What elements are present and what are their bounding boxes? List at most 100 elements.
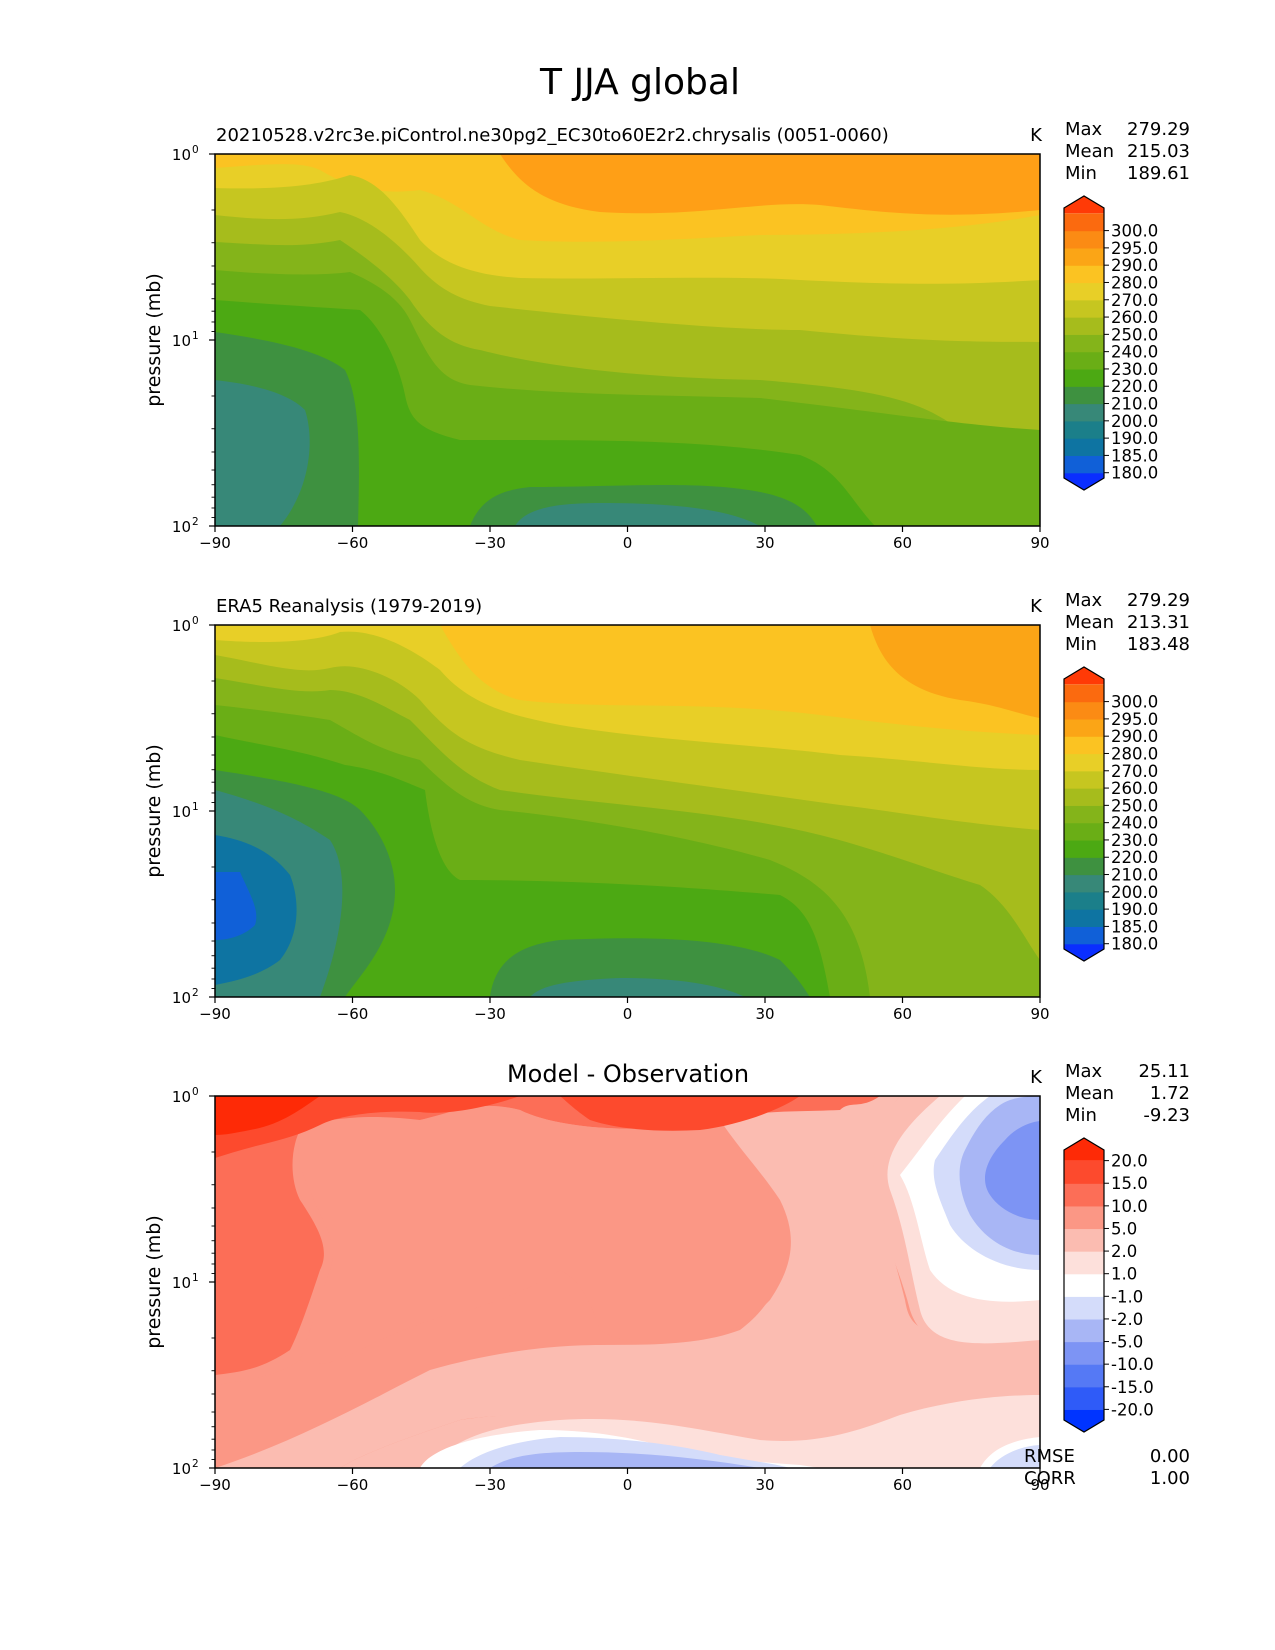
- stat-max-value: 25.11: [1138, 1061, 1190, 1082]
- colorbar-swatch: [1064, 247, 1104, 266]
- colorbar-swatch: [1064, 1386, 1104, 1410]
- y-tick-exponent: 0: [192, 1086, 199, 1098]
- colorbar-swatch: [1064, 1296, 1104, 1320]
- colorbar-tick-label: 190.0: [1111, 429, 1158, 448]
- colorbar-tick-label: 260.0: [1111, 308, 1158, 327]
- stat-min-value: 183.48: [1127, 634, 1190, 655]
- colorbar-swatch: [1064, 1273, 1104, 1297]
- colorbar-tick-label: 220.0: [1111, 848, 1158, 867]
- colorbar-swatch: [1064, 909, 1104, 928]
- colorbar-tick-label: 295.0: [1111, 710, 1158, 729]
- stat-rmse-value: 0.00: [1150, 1446, 1190, 1467]
- y-tick-exponent: 2: [192, 516, 199, 528]
- colorbar-swatch: [1064, 351, 1104, 370]
- y-tick-label: 10: [172, 518, 191, 536]
- colorbar-tick-label: 180.0: [1111, 935, 1158, 954]
- y-tick-exponent: 1: [192, 330, 199, 342]
- colorbar-tick-label: 180.0: [1111, 464, 1158, 483]
- colorbar-swatch: [1064, 753, 1104, 772]
- colorbar-outline: [1063, 666, 1105, 962]
- colorbar-tick-label: 220.0: [1111, 377, 1158, 396]
- contour-band: [215, 300, 875, 526]
- colorbar-swatch: [1064, 265, 1104, 284]
- contour-field-obs: [215, 625, 1040, 997]
- colorbar-tick-label: 290.0: [1111, 727, 1158, 746]
- stat-mean-value: 213.31: [1127, 612, 1190, 633]
- colorbar-swatch: [1064, 874, 1104, 893]
- x-tick-label: 60: [893, 534, 912, 552]
- stat-max-label: Max: [1065, 1061, 1103, 1082]
- colorbar-swatch: [1064, 1318, 1104, 1343]
- x-tick-label: 30: [755, 1476, 774, 1494]
- x-tick-label: −90: [199, 1005, 231, 1023]
- colorbar-swatch: [1064, 1364, 1104, 1388]
- colorbar-tick-label: 250.0: [1111, 796, 1158, 815]
- panel-diff: Model - Observation K Max 25.11 Mean 1.7…: [143, 1060, 1190, 1494]
- stat-corr-label: CORR: [1024, 1468, 1076, 1489]
- colorbar-outline: [1063, 195, 1105, 491]
- colorbar-swatch: [1064, 822, 1104, 841]
- x-tick-label: −30: [474, 1005, 506, 1023]
- colorbar-tick-label: -15.0: [1111, 1378, 1154, 1397]
- y-tick-label: 10: [172, 332, 191, 350]
- y-tick-label: 10: [172, 989, 191, 1007]
- colorbar-tick-label: -2.0: [1111, 1310, 1143, 1329]
- colorbar-tick-label: -10.0: [1111, 1355, 1154, 1374]
- colorbar-tick-label: -20.0: [1111, 1400, 1154, 1419]
- colorbar-swatch: [1064, 368, 1104, 387]
- units-label: K: [1030, 1067, 1043, 1088]
- colorbar-extend-high: [1064, 1138, 1104, 1161]
- stat-mean-value: 215.03: [1127, 141, 1190, 162]
- colorbar-tick-label: 20.0: [1111, 1152, 1148, 1171]
- colorbar-tick-label: 270.0: [1111, 291, 1158, 310]
- colorbar-tick-label: 240.0: [1111, 343, 1158, 362]
- colorbar-swatch: [1064, 299, 1104, 318]
- panel-title: 20210528.v2rc3e.piControl.ne30pg2_EC30to…: [216, 125, 889, 146]
- contour-field-model: [215, 154, 1040, 526]
- colorbar-tick-label: 240.0: [1111, 814, 1158, 833]
- colorbar-swatch: [1064, 230, 1104, 249]
- y-tick-label: 10: [172, 803, 191, 821]
- colorbar-swatch: [1064, 317, 1104, 335]
- colorbar-swatch: [1064, 282, 1104, 301]
- x-tick-label: 30: [755, 534, 774, 552]
- x-tick-label: 0: [623, 1005, 633, 1023]
- stat-max-label: Max: [1065, 590, 1103, 611]
- stat-min-label: Min: [1065, 634, 1097, 655]
- colorbar-swatch: [1064, 684, 1104, 703]
- stat-min-label: Min: [1065, 1105, 1097, 1126]
- colorbar-swatch: [1064, 1228, 1104, 1252]
- stat-mean-label: Mean: [1065, 612, 1114, 633]
- colorbar-tick-label: 200.0: [1111, 883, 1158, 902]
- units-label: K: [1030, 125, 1043, 146]
- panel-title: Model - Observation: [507, 1060, 749, 1088]
- x-tick-label: −30: [474, 534, 506, 552]
- colorbar-tick-label: 185.0: [1111, 917, 1158, 936]
- colorbar-swatch: [1064, 788, 1104, 806]
- contour-band: [298, 1106, 791, 1365]
- colorbar-swatch: [1064, 1183, 1104, 1207]
- colorbar-tick-label: 280.0: [1111, 744, 1158, 763]
- colorbar-swatch: [1064, 857, 1104, 876]
- x-tick-label: −60: [337, 1476, 369, 1494]
- x-tick-label: −90: [199, 1476, 231, 1494]
- x-tick-label: 90: [1030, 1476, 1049, 1494]
- colorbar-swatch: [1064, 213, 1104, 232]
- x-tick-label: 30: [755, 1005, 774, 1023]
- colorbar-tick-label: 15.0: [1111, 1174, 1148, 1193]
- colorbar-tick-label: -5.0: [1111, 1333, 1143, 1352]
- contour-band: [215, 770, 810, 997]
- y-axis-label: pressure (mb): [143, 744, 165, 878]
- colorbar-tick-label: 1.0: [1111, 1265, 1137, 1284]
- colorbar-tick-label: 200.0: [1111, 412, 1158, 431]
- colorbar-tick-label: -1.0: [1111, 1287, 1143, 1306]
- x-tick-label: 90: [1030, 534, 1049, 552]
- colorbar-tick-label: 300.0: [1111, 222, 1158, 241]
- stat-min-value: -9.23: [1143, 1105, 1190, 1126]
- y-tick-label: 10: [172, 146, 191, 164]
- colorbar-extend-high: [1064, 667, 1104, 685]
- colorbar-tick-label: 210.0: [1111, 866, 1158, 885]
- y-tick-label: 10: [172, 1274, 191, 1292]
- stat-mean-label: Mean: [1065, 1083, 1114, 1104]
- stat-rmse-label: RMSE: [1024, 1446, 1075, 1467]
